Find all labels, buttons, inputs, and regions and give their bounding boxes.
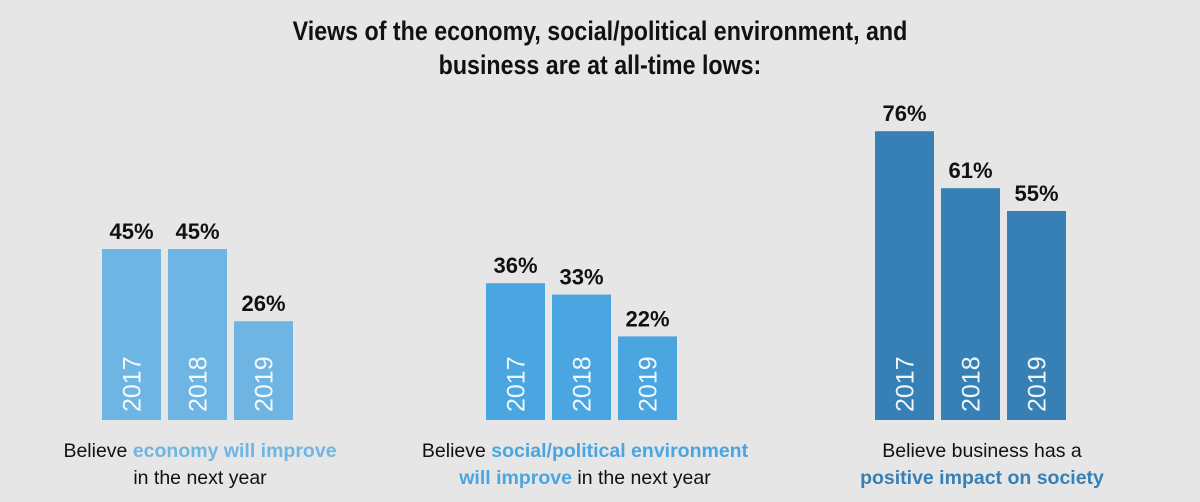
chart-title: Views of the economy, social/political e… [84, 14, 1116, 82]
bar-economy-2019 [234, 321, 293, 420]
caption-business-highlight: positive impact on society [860, 467, 1104, 489]
caption-social-highlight: social/political environment [491, 440, 749, 462]
year-label-economy-2017: 2017 [119, 356, 147, 412]
year-label-business-2017: 2017 [892, 356, 920, 412]
bar-social-political-2018 [552, 294, 611, 420]
bar-business-2018 [941, 188, 1000, 420]
value-label-economy-2019: 26% [241, 291, 285, 316]
caption-social-prefix: Believe [421, 440, 492, 462]
caption-economy: Believe economy will improve in the next… [0, 438, 410, 492]
caption-economy-highlight: economy will improve [132, 440, 337, 462]
value-label-social-political-2018: 33% [559, 265, 603, 290]
value-label-economy-2018: 45% [175, 219, 219, 244]
value-label-social-political-2017: 36% [493, 253, 537, 278]
caption-economy-suffix: in the next year [133, 467, 267, 489]
caption-social-political: Believe social/political environment wil… [375, 438, 795, 492]
bar-social-political-2017 [486, 283, 545, 420]
year-label-economy-2018: 2018 [185, 356, 213, 412]
year-label-business-2019: 2019 [1024, 356, 1052, 412]
bar-business-2019 [1007, 211, 1066, 420]
year-label-economy-2019: 2019 [251, 356, 279, 412]
value-label-business-2019: 55% [1014, 181, 1058, 206]
value-label-business-2018: 61% [948, 158, 992, 183]
year-label-social-political-2018: 2018 [569, 356, 597, 412]
year-label-business-2018: 2018 [958, 356, 986, 412]
bar-business-2017 [875, 131, 934, 420]
chart-title-line-2: business are at all-time lows: [438, 50, 762, 80]
bar-economy-2017 [102, 249, 161, 420]
caption-social-suffix: in the next year [571, 467, 711, 489]
value-label-business-2017: 76% [882, 101, 926, 126]
value-label-economy-2017: 45% [109, 219, 153, 244]
caption-business-prefix: Believe business has a [882, 440, 1082, 462]
bar-economy-2018 [168, 249, 227, 420]
bar-social-political-2019 [618, 336, 677, 420]
year-label-social-political-2019: 2019 [635, 356, 663, 412]
chart-title-line-1: Views of the economy, social/political e… [292, 16, 908, 46]
caption-economy-prefix: Believe [63, 440, 133, 462]
value-label-social-political-2019: 22% [625, 306, 669, 331]
caption-social-highlight-2: will improve [459, 467, 572, 489]
caption-business: Believe business has a positive impact o… [772, 438, 1192, 492]
year-label-social-political-2017: 2017 [503, 356, 531, 412]
